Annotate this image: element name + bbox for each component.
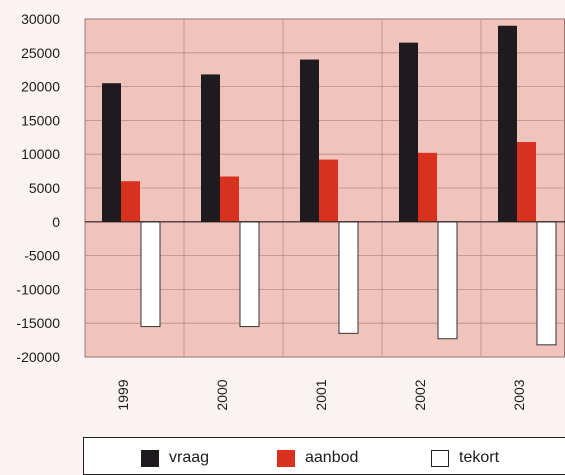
bar-vraag-2002 (399, 42, 418, 222)
bar-tekort-2001 (338, 221, 359, 334)
legend: vraag aanbod tekort (83, 437, 565, 475)
x-tick-label: 1999 (115, 379, 131, 410)
bar-aanbod-2002 (418, 152, 437, 222)
y-axis-tick-labels: 30000 25000 20000 15000 10000 5000 0 -5000 -1000… (16, 11, 60, 365)
y-tick-label: 5000 (29, 180, 60, 196)
bar-tekort-2003 (536, 221, 557, 346)
bar-aanbod-1999 (121, 181, 140, 222)
bar-vraag-2001 (300, 59, 319, 222)
y-tick-label: 15000 (21, 112, 60, 128)
y-tick-label: 30000 (21, 11, 60, 27)
bar-aanbod-2001 (319, 159, 338, 222)
bar-aanbod-2000 (220, 176, 239, 222)
y-tick-label: -10000 (16, 281, 60, 297)
x-axis-tick-labels: 1999 2000 2001 2002 2003 (115, 379, 527, 410)
y-tick-label: 0 (52, 214, 60, 230)
y-tick-label: 25000 (21, 45, 60, 61)
legend-swatch-aanbod (277, 449, 295, 467)
x-tick-label: 2000 (214, 379, 230, 410)
y-tick-label: 20000 (21, 79, 60, 95)
legend-item-vraag: vraag (141, 449, 209, 467)
y-tick-label: -5000 (24, 248, 60, 264)
legend-label-vraag: vraag (169, 449, 210, 466)
x-tick-label: 2001 (313, 379, 329, 410)
bar-tekort-2002 (437, 221, 458, 340)
legend-swatch-vraag (141, 449, 159, 467)
y-tick-label: 10000 (21, 146, 60, 162)
legend-swatch-tekort (431, 449, 449, 467)
legend-item-tekort: tekort (431, 449, 499, 467)
bar-vraag-1999 (102, 83, 121, 222)
y-tick-label: -20000 (16, 349, 60, 365)
bar-vraag-2000 (201, 74, 220, 222)
x-tick-label: 2003 (511, 379, 527, 410)
bar-aanbod-2003 (517, 142, 536, 222)
legend-label-tekort: tekort (459, 449, 500, 466)
legend-label-aanbod: aanbod (305, 449, 359, 466)
bar-tekort-2000 (239, 221, 260, 328)
bar-tekort-1999 (140, 221, 161, 328)
x-tick-label: 2002 (412, 379, 428, 410)
y-tick-label: -15000 (16, 315, 60, 331)
legend-item-aanbod: aanbod (277, 449, 358, 467)
bar-vraag-2003 (498, 25, 517, 222)
bars (102, 25, 557, 346)
